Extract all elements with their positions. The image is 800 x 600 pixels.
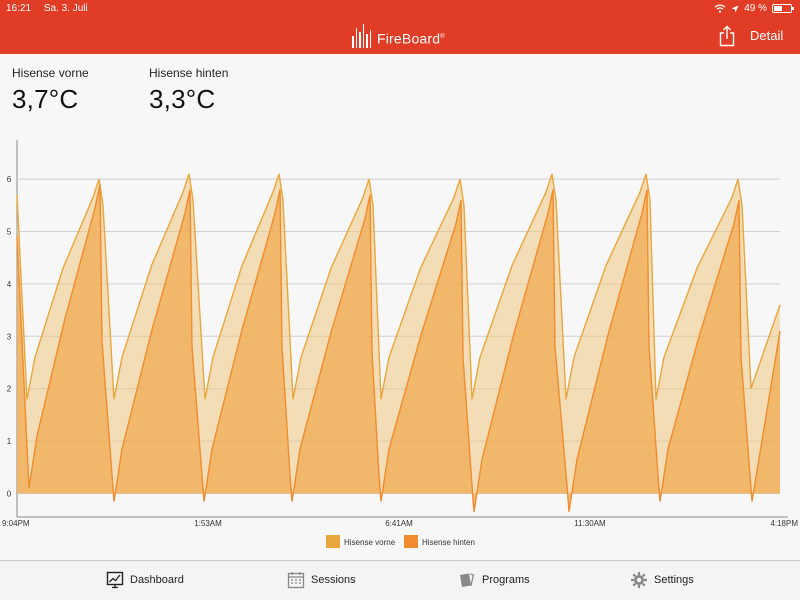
- status-bar-left: 16:21 Sa. 3. Juli: [6, 3, 98, 14]
- legend-swatch: [326, 535, 340, 548]
- x-tick-label: 11:30AM: [574, 519, 606, 528]
- series-line-hinten: [16, 184, 781, 512]
- calendar-icon: [287, 572, 305, 589]
- battery-percent: 49 %: [744, 3, 767, 14]
- legend-swatch: [404, 535, 418, 548]
- x-tick-label: 4:18PM: [770, 519, 798, 528]
- tab-label: Programs: [482, 574, 530, 586]
- legend-label: Hisense hinten: [422, 538, 475, 547]
- dashboard-icon: [106, 571, 124, 589]
- battery-icon: [772, 4, 794, 13]
- status-time: 16:21: [6, 3, 32, 14]
- tab-programs[interactable]: Programs: [458, 571, 530, 589]
- wifi-icon: [714, 4, 726, 13]
- tab-label: Dashboard: [130, 574, 184, 586]
- status-date: Sa. 3. Juli: [43, 3, 88, 14]
- y-tick-label: 4: [7, 280, 12, 289]
- series-area-hinten: [17, 184, 780, 512]
- reading-hisense-vorne[interactable]: Hisense vorne 3,7°C: [12, 66, 89, 115]
- reading-hisense-hinten[interactable]: Hisense hinten 3,3°C: [149, 66, 228, 115]
- x-tick-label: 1:53AM: [194, 519, 222, 528]
- tab-label: Settings: [654, 574, 694, 586]
- reading-name: Hisense hinten: [149, 66, 229, 80]
- y-tick-label: 2: [7, 385, 12, 394]
- status-bar-right: 49 %: [714, 3, 794, 14]
- x-tick-label: 6:41AM: [385, 519, 413, 528]
- tab-bar: Dashboard Sessions Programs Settings: [0, 560, 800, 600]
- x-tick-label: 9:04PM: [2, 519, 30, 528]
- legend-label: Hisense vorne: [344, 538, 396, 547]
- fireboard-logo: FireBoard®: [352, 22, 445, 48]
- reading-value: 3,7°C: [12, 84, 79, 114]
- series-line-vorne: [16, 173, 781, 400]
- programs-icon: [460, 573, 475, 587]
- y-tick-label: 6: [7, 175, 12, 184]
- app-header: 16:21 Sa. 3. Juli 49 % FireBoard® Detail: [0, 0, 800, 54]
- gear-icon: [631, 572, 647, 588]
- reading-name: Hisense vorne: [12, 66, 89, 80]
- channel-readings: Hisense vorne 3,7°C Hisense hinten 3,3°C: [0, 54, 800, 124]
- share-icon[interactable]: [718, 25, 736, 47]
- detail-button[interactable]: Detail: [750, 28, 784, 43]
- tab-sessions[interactable]: Sessions: [287, 571, 356, 589]
- tab-settings[interactable]: Settings: [630, 571, 694, 589]
- y-tick-label: 5: [7, 228, 12, 237]
- tab-label: Sessions: [311, 574, 356, 586]
- temperature-chart[interactable]: 0 1 2 3 4 5 6 9:04PM 1:53AM 6:41AM 11:30AM 4:18PM Hi…: [0, 124, 800, 560]
- logo-text: FireBoard®: [377, 31, 445, 47]
- y-tick-label: 0: [7, 490, 12, 499]
- reading-value: 3,3°C: [149, 84, 216, 114]
- fireboard-logo-mark: [352, 24, 371, 48]
- location-icon: [731, 5, 739, 12]
- tab-dashboard[interactable]: Dashboard: [106, 571, 184, 589]
- y-tick-label: 3: [7, 332, 12, 341]
- y-tick-label: 1: [7, 437, 12, 446]
